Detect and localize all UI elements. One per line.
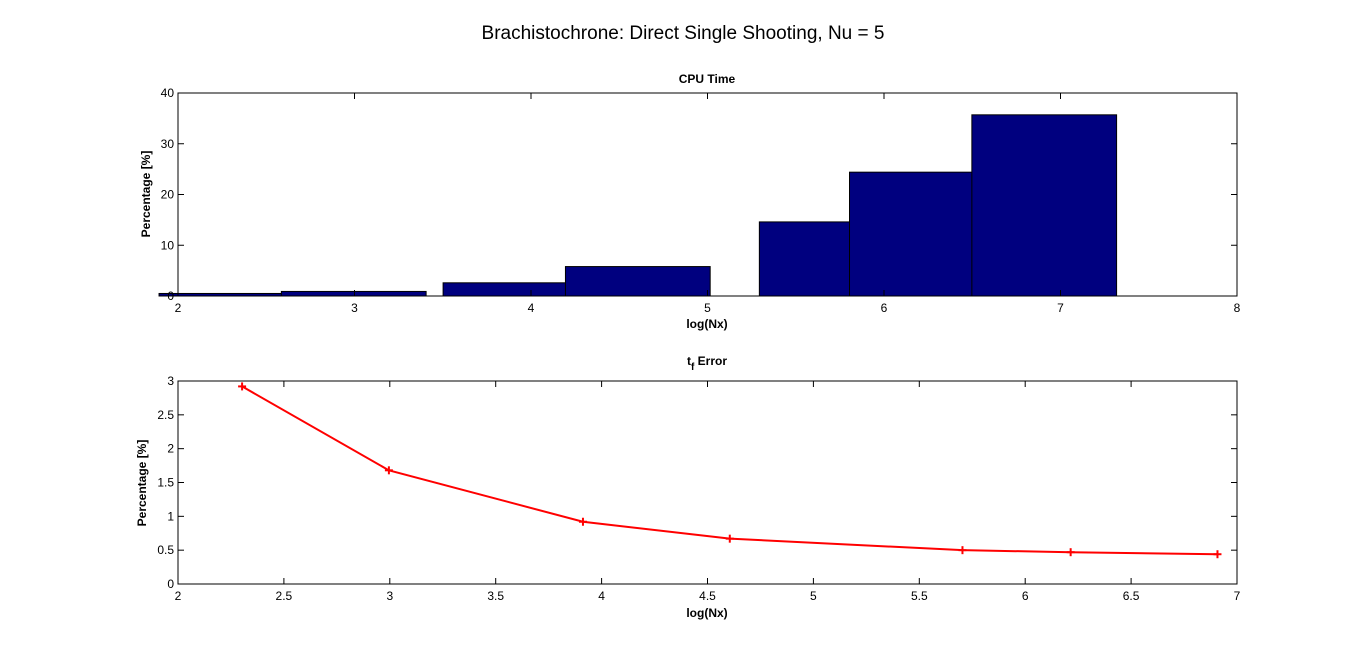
tf-error-y-tick-label: 0 xyxy=(167,577,174,591)
tf-error-x-tick-label: 6.5 xyxy=(1123,589,1140,603)
cpu-time-x-label: log(Nx) xyxy=(686,317,727,331)
tf-error-y-tick-label: 1.5 xyxy=(157,476,174,490)
tf-error-chart: tf Error 2 2.5 3 3.5 4 4.5 5 5.5 6 6.5 7 00.511.52… xyxy=(135,354,1241,620)
tf-error-point xyxy=(1213,550,1222,559)
tf-error-y-tick-label: 3 xyxy=(167,374,174,388)
cpu-time-y-tick-label: 40 xyxy=(161,86,175,100)
tf-error-x-tick-label: 2 xyxy=(175,589,182,603)
tf-error-point xyxy=(958,546,967,555)
cpu-time-bar xyxy=(564,266,711,297)
cpu-time-x-tick-label: 3 xyxy=(351,301,358,315)
tf-error-x-tick-label: 3.5 xyxy=(487,589,504,603)
tf-error-y-label: Percentage [%] xyxy=(135,440,149,527)
cpu-time-y-ticks: 0 10 20 30 40 xyxy=(161,86,1237,303)
figure-title: Brachistochrone: Direct Single Shooting,… xyxy=(482,23,885,44)
cpu-time-chart: CPU Time 2 3 4 5 6 7 8 0 10 20 30 40 log(Nx) Perce… xyxy=(139,72,1241,331)
tf-error-title-subscript: f xyxy=(691,362,695,373)
tf-error-title-rest: Error xyxy=(694,354,727,368)
tf-error-series xyxy=(238,382,1222,559)
tf-error-axes-box xyxy=(177,380,1238,585)
tf-error-y-tick-label: 0.5 xyxy=(157,543,174,557)
cpu-time-x-tick-label: 6 xyxy=(881,301,888,315)
tf-error-y-tick-label: 1 xyxy=(167,509,174,523)
tf-error-x-tick-label: 4 xyxy=(598,589,605,603)
cpu-time-bar xyxy=(280,290,427,297)
cpu-time-title: CPU Time xyxy=(679,72,736,86)
tf-error-x-tick-label: 6 xyxy=(1022,589,1029,603)
tf-error-point xyxy=(725,534,734,543)
tf-error-y-tick-label: 2 xyxy=(167,442,174,456)
cpu-time-bar xyxy=(971,114,1118,297)
cpu-time-y-tick-label: 0 xyxy=(167,289,174,303)
tf-error-point xyxy=(238,382,247,391)
cpu-time-bars xyxy=(158,114,1118,297)
tf-error-point xyxy=(384,466,393,475)
tf-error-title: tf Error xyxy=(687,354,727,373)
cpu-time-x-tick-label: 8 xyxy=(1234,301,1241,315)
tf-error-x-tick-label: 7 xyxy=(1234,589,1241,603)
cpu-time-x-tick-label: 4 xyxy=(528,301,535,315)
cpu-time-x-tick-label: 5 xyxy=(704,301,711,315)
tf-error-x-tick-label: 4.5 xyxy=(699,589,716,603)
cpu-time-x-tick-label: 7 xyxy=(1057,301,1064,315)
tf-error-x-ticks: 2 2.5 3 3.5 4 4.5 5 5.5 6 6.5 7 xyxy=(175,381,1241,603)
tf-error-x-tick-label: 5 xyxy=(810,589,817,603)
tf-error-point xyxy=(1066,548,1075,557)
cpu-time-y-label: Percentage [%] xyxy=(139,151,153,238)
cpu-time-y-tick-label: 30 xyxy=(161,137,175,151)
tf-error-y-tick-label: 2.5 xyxy=(157,408,174,422)
tf-error-x-label: log(Nx) xyxy=(686,606,727,620)
tf-error-point xyxy=(578,517,587,526)
tf-error-x-tick-label: 2.5 xyxy=(276,589,293,603)
cpu-time-x-ticks: 2 3 4 5 6 7 8 xyxy=(175,93,1241,315)
cpu-time-x-tick-label: 2 xyxy=(175,301,182,315)
tf-error-x-tick-label: 5.5 xyxy=(911,589,928,603)
tf-error-y-ticks: 0 0.5 1 1.5 2 2.5 3 xyxy=(157,374,1237,591)
cpu-time-y-tick-label: 20 xyxy=(161,188,175,202)
tf-error-x-tick-label: 3 xyxy=(386,589,393,603)
cpu-time-y-tick-label: 10 xyxy=(161,238,175,252)
tf-error-title-t: t xyxy=(687,354,691,368)
